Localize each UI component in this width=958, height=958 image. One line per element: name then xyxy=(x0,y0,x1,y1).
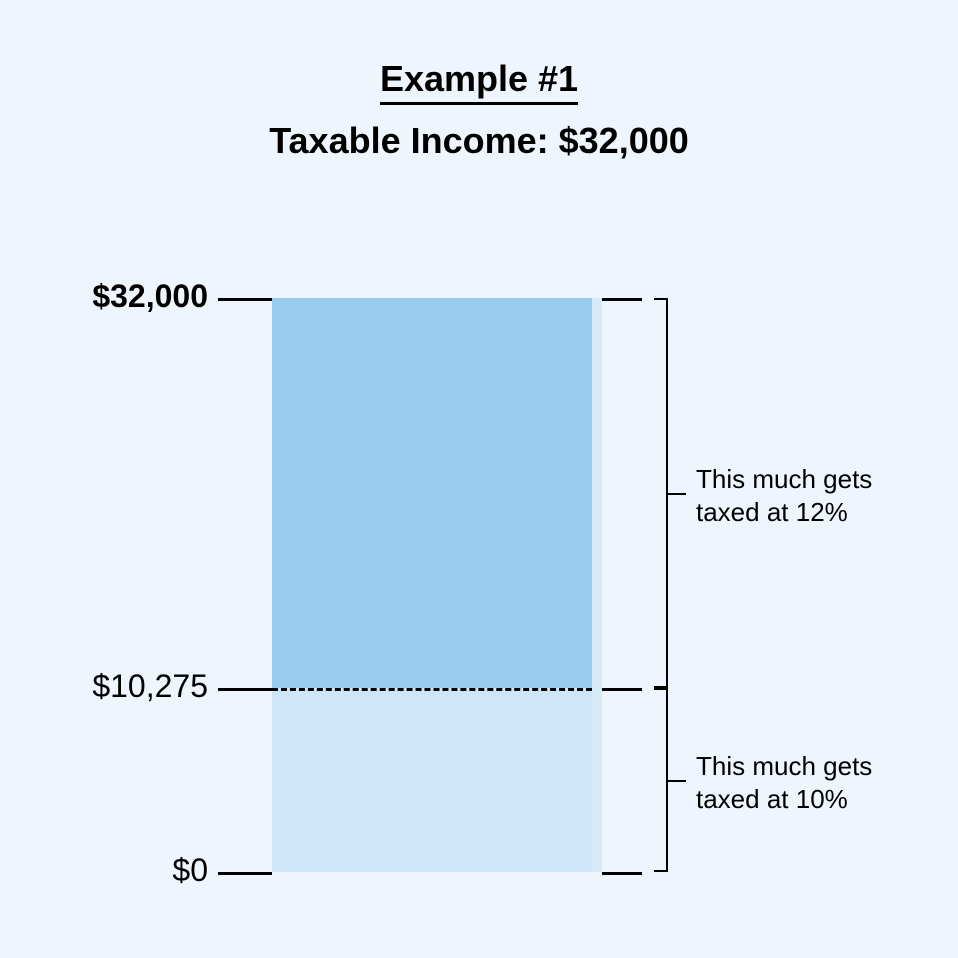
ytick-right-0 xyxy=(602,872,642,875)
bracket-lower xyxy=(654,688,668,872)
bracket-divider-dashed xyxy=(272,688,592,691)
bracket-upper-stub xyxy=(668,493,686,495)
ytick-right-32000 xyxy=(602,298,642,301)
chart-title-text: Example #1 xyxy=(380,58,578,105)
bar-segment-upper xyxy=(272,298,592,688)
annotation-lower: This much gets taxed at 10% xyxy=(696,750,926,817)
ytick-left-32000 xyxy=(218,298,272,301)
ylabel-32000: $32,000 xyxy=(0,278,208,315)
chart-canvas: Example #1 Taxable Income: $32,000 $32,0… xyxy=(0,0,958,958)
ylabel-0: $0 xyxy=(0,852,208,889)
ytick-left-10275 xyxy=(218,688,272,691)
chart-title: Example #1 xyxy=(0,58,958,105)
bracket-lower-stub xyxy=(668,780,686,782)
ytick-left-0 xyxy=(218,872,272,875)
ylabel-10275: $10,275 xyxy=(0,668,208,705)
bracket-upper xyxy=(654,298,668,688)
ytick-right-10275 xyxy=(602,688,642,691)
annotation-upper: This much gets taxed at 12% xyxy=(696,463,926,530)
bar-segment-lower xyxy=(272,688,592,872)
chart-subtitle: Taxable Income: $32,000 xyxy=(0,120,958,162)
